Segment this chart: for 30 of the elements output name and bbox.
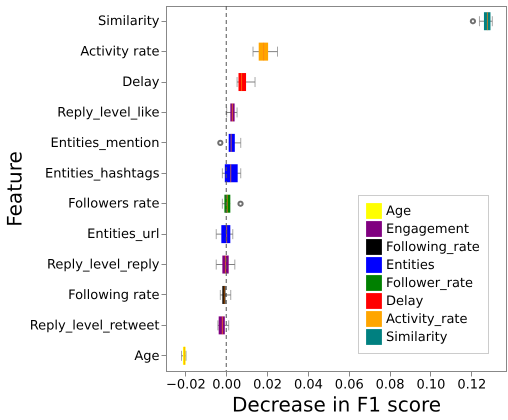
legend-label: Age: [386, 204, 412, 219]
legend-label: Activity_rate: [386, 312, 468, 327]
y-tick-label: Reply_level_like: [57, 105, 160, 120]
y-tick-label: Activity rate: [80, 44, 160, 60]
x-tick-label: 0.06: [334, 378, 364, 392]
x-tick-label: 0.12: [457, 378, 486, 392]
x-tick-label: 0.08: [376, 378, 405, 392]
x-tick-label: 0.02: [253, 378, 282, 392]
y-tick-label: Reply_level_retweet: [30, 318, 160, 334]
x-axis-title: Decrease in F1 score: [232, 392, 442, 416]
y-tick-label: Similarity: [98, 14, 160, 30]
x-tick-label: 0.04: [294, 378, 323, 392]
x-tick-label: 0.10: [416, 378, 446, 392]
legend-label: Following_rate: [386, 240, 480, 255]
y-tick-label: Reply_level_reply: [46, 258, 160, 273]
legend-label: Follower_rate: [386, 276, 474, 291]
y-tick-label: Following rate: [68, 288, 160, 303]
y-tick-label: Entities_url: [87, 227, 160, 242]
y-tick-label: Entities_mention: [50, 136, 160, 151]
y-axis-title: Feature: [2, 151, 27, 227]
y-tick-label: Entities_hashtags: [45, 166, 160, 182]
y-tick-label: Delay: [122, 75, 160, 90]
legend-label: Delay: [386, 294, 424, 309]
y-tick-label: Followers rate: [68, 196, 160, 212]
legend-label: Similarity: [386, 330, 448, 345]
legend-label: Entities: [386, 258, 435, 273]
y-tick-label: Age: [134, 348, 160, 364]
x-tick-label: 0.00: [212, 378, 242, 392]
legend-label: Engagement: [386, 222, 469, 237]
x-tick-label: −0.02: [166, 378, 206, 392]
